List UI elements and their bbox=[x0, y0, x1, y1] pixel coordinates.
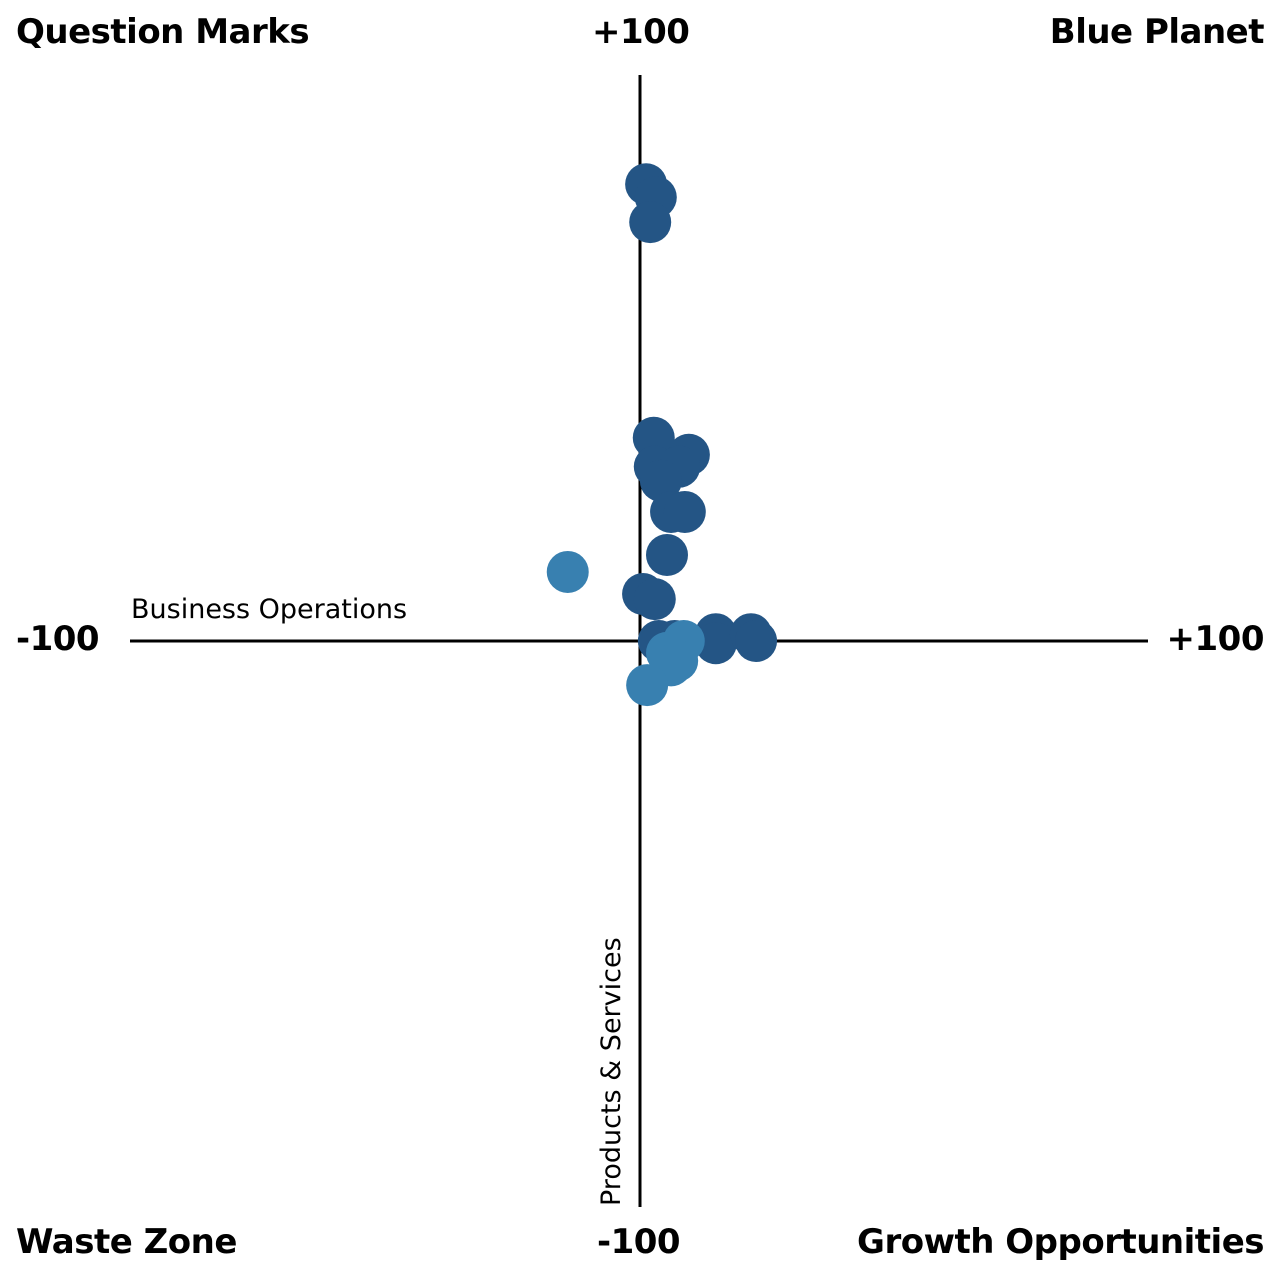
data-point-light bbox=[626, 664, 669, 707]
quadrant-label-bottom-right: Growth Opportunities bbox=[857, 1222, 1264, 1262]
quadrant-label-bottom-left: Waste Zone bbox=[16, 1222, 237, 1262]
x-axis-label: Business Operations bbox=[131, 594, 408, 625]
data-point-dark bbox=[629, 201, 672, 244]
data-point-dark bbox=[645, 533, 688, 576]
x-max-tick-label: +100 bbox=[1166, 619, 1265, 659]
data-point-dark bbox=[694, 622, 737, 665]
data-point-dark bbox=[633, 578, 676, 621]
data-point-light bbox=[546, 550, 589, 593]
data-point-dark bbox=[663, 490, 706, 533]
quadrant-label-top-left: Question Marks bbox=[16, 12, 310, 52]
x-min-tick-label: -100 bbox=[16, 619, 100, 659]
data-point-dark bbox=[735, 620, 778, 662]
quadrant-label-top-right: Blue Planet bbox=[1049, 12, 1265, 52]
y-max-tick-label: +100 bbox=[592, 12, 690, 52]
y-min-tick-label: -100 bbox=[597, 1222, 681, 1262]
